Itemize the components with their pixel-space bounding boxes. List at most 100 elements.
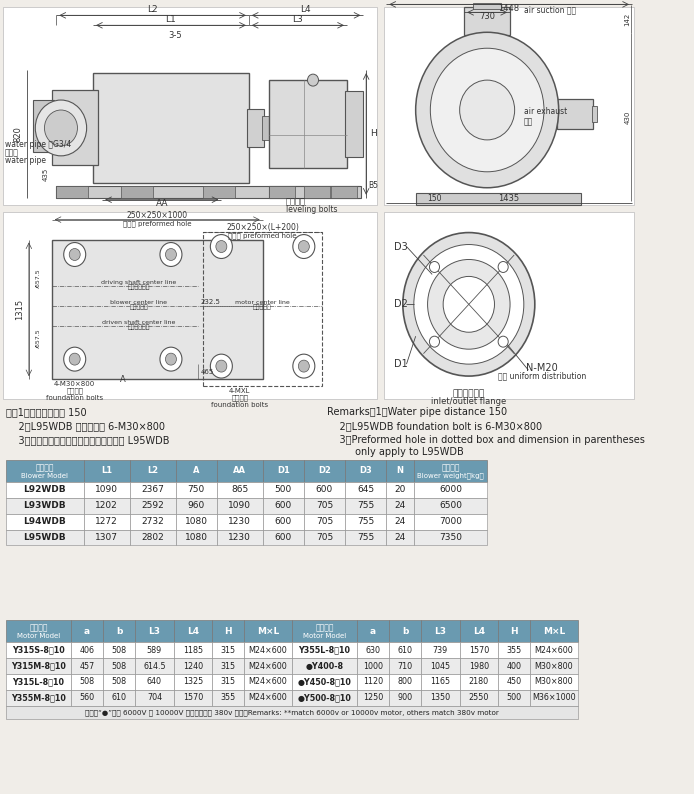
- Text: water pipe: water pipe: [5, 156, 46, 165]
- Text: 610: 610: [112, 693, 127, 703]
- Text: 1120: 1120: [363, 677, 383, 687]
- Circle shape: [160, 242, 182, 267]
- FancyBboxPatch shape: [247, 109, 264, 147]
- Text: M24×600: M24×600: [248, 646, 287, 654]
- Text: 电机中心线: 电机中心线: [253, 305, 272, 310]
- Text: 风机型号: 风机型号: [35, 463, 54, 472]
- Text: 2592: 2592: [142, 501, 164, 510]
- Text: 315: 315: [221, 677, 236, 687]
- FancyBboxPatch shape: [135, 642, 174, 658]
- Text: 500: 500: [507, 693, 522, 703]
- Text: 2732: 2732: [142, 517, 164, 526]
- Text: 355: 355: [507, 646, 522, 654]
- Text: A: A: [121, 375, 126, 384]
- FancyBboxPatch shape: [71, 620, 103, 642]
- Text: 739: 739: [433, 646, 448, 654]
- Text: 2、L95WDB foundation bolt is 6-M30×800: 2、L95WDB foundation bolt is 6-M30×800: [327, 421, 542, 431]
- Text: 355: 355: [221, 693, 236, 703]
- FancyBboxPatch shape: [71, 674, 103, 690]
- Circle shape: [69, 249, 81, 260]
- Text: 508: 508: [112, 661, 127, 671]
- Text: Y315M-8，10: Y315M-8，10: [11, 661, 66, 671]
- Text: Y315L-8，10: Y315L-8，10: [12, 677, 65, 687]
- FancyBboxPatch shape: [244, 674, 292, 690]
- Text: 7000: 7000: [439, 517, 462, 526]
- Text: 142: 142: [625, 13, 630, 26]
- FancyBboxPatch shape: [52, 240, 262, 379]
- Text: 1315: 1315: [15, 299, 24, 320]
- FancyBboxPatch shape: [387, 460, 414, 482]
- Text: M24×600: M24×600: [248, 677, 287, 687]
- Text: 600: 600: [275, 517, 292, 526]
- FancyBboxPatch shape: [292, 620, 357, 642]
- Text: 710: 710: [398, 661, 413, 671]
- Text: A: A: [193, 466, 199, 476]
- FancyBboxPatch shape: [357, 620, 389, 642]
- Text: 2802: 2802: [142, 533, 164, 542]
- Text: 755: 755: [357, 517, 374, 526]
- FancyBboxPatch shape: [421, 620, 459, 642]
- Text: 465: 465: [201, 369, 214, 375]
- FancyBboxPatch shape: [414, 460, 487, 482]
- FancyBboxPatch shape: [174, 674, 212, 690]
- FancyBboxPatch shape: [71, 642, 103, 658]
- Text: L4: L4: [187, 626, 199, 636]
- Text: 705: 705: [316, 501, 333, 510]
- FancyBboxPatch shape: [6, 482, 84, 498]
- Circle shape: [44, 110, 78, 146]
- Text: 2180: 2180: [469, 677, 489, 687]
- Text: AA: AA: [155, 199, 168, 208]
- FancyBboxPatch shape: [212, 658, 244, 674]
- FancyBboxPatch shape: [387, 514, 414, 530]
- Text: 1090: 1090: [228, 501, 251, 510]
- FancyBboxPatch shape: [174, 658, 212, 674]
- FancyBboxPatch shape: [3, 7, 377, 205]
- FancyBboxPatch shape: [93, 73, 249, 183]
- FancyBboxPatch shape: [6, 460, 84, 482]
- Text: 主机重量: 主机重量: [441, 463, 459, 472]
- Text: 24: 24: [394, 517, 406, 526]
- FancyBboxPatch shape: [262, 530, 304, 545]
- Text: 进出风口法兰: 进出风口法兰: [452, 390, 485, 399]
- Text: 1325: 1325: [183, 677, 203, 687]
- FancyBboxPatch shape: [387, 482, 414, 498]
- FancyBboxPatch shape: [6, 530, 84, 545]
- FancyBboxPatch shape: [130, 460, 176, 482]
- FancyBboxPatch shape: [421, 690, 459, 706]
- FancyBboxPatch shape: [176, 498, 217, 514]
- FancyBboxPatch shape: [498, 674, 530, 690]
- FancyBboxPatch shape: [6, 514, 84, 530]
- FancyBboxPatch shape: [244, 658, 292, 674]
- Text: 315: 315: [221, 646, 236, 654]
- Text: 508: 508: [80, 677, 94, 687]
- Text: foundation bolts: foundation bolts: [46, 395, 103, 401]
- Text: 705: 705: [316, 533, 333, 542]
- Text: AA: AA: [233, 466, 246, 476]
- Text: 1307: 1307: [95, 533, 118, 542]
- Text: M24×600: M24×600: [534, 646, 573, 654]
- Text: 614.5: 614.5: [143, 661, 166, 671]
- Text: 主动轴中心线: 主动轴中心线: [128, 284, 150, 290]
- FancyBboxPatch shape: [498, 690, 530, 706]
- Text: 1980: 1980: [469, 661, 489, 671]
- FancyBboxPatch shape: [121, 186, 153, 198]
- Text: 2、L95WDB 地脚螺栓为 6-M30×800: 2、L95WDB 地脚螺栓为 6-M30×800: [6, 421, 165, 431]
- Text: 预留孔 preformed hole: 预留孔 preformed hole: [123, 220, 192, 227]
- FancyBboxPatch shape: [103, 674, 135, 690]
- FancyBboxPatch shape: [33, 100, 53, 152]
- FancyBboxPatch shape: [174, 642, 212, 658]
- FancyBboxPatch shape: [498, 642, 530, 658]
- Text: 1165: 1165: [430, 677, 450, 687]
- Text: L3: L3: [149, 626, 160, 636]
- Text: 508: 508: [112, 646, 127, 654]
- Text: b: b: [402, 626, 408, 636]
- Text: foundation bolts: foundation bolts: [211, 402, 269, 408]
- Text: 预留孔 preformed hole: 预留孔 preformed hole: [228, 233, 297, 239]
- FancyBboxPatch shape: [217, 514, 262, 530]
- FancyBboxPatch shape: [322, 186, 354, 198]
- Text: 704: 704: [147, 693, 162, 703]
- FancyBboxPatch shape: [262, 498, 304, 514]
- FancyBboxPatch shape: [176, 530, 217, 545]
- Text: 1435: 1435: [498, 195, 520, 203]
- Text: M24×600: M24×600: [248, 661, 287, 671]
